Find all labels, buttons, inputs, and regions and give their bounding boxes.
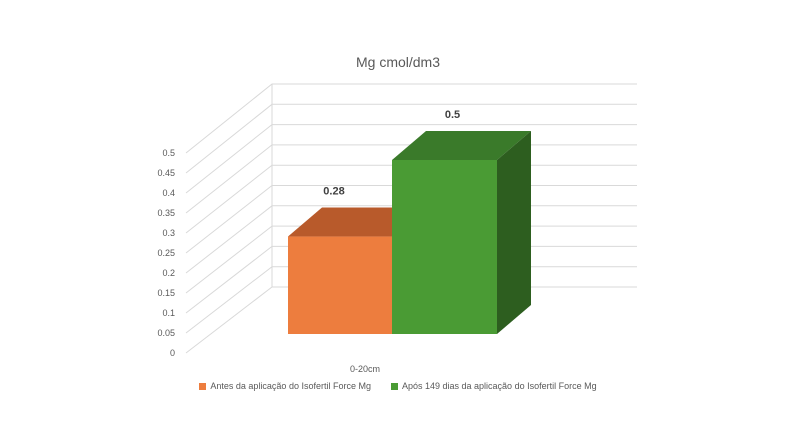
data-label: 0.5 bbox=[445, 109, 460, 121]
data-labels: 0.28 0.5 bbox=[323, 109, 460, 198]
data-label: 0.28 bbox=[323, 186, 344, 198]
legend-item-after: Após 149 dias da aplicação do Isofertil … bbox=[390, 381, 597, 391]
bars bbox=[288, 131, 531, 334]
y-tick-label: 0.1 bbox=[162, 308, 175, 318]
legend-label-after: Após 149 dias da aplicação do Isofertil … bbox=[401, 381, 597, 391]
y-tick-label: 0.25 bbox=[157, 248, 175, 258]
y-tick-label: 0.4 bbox=[162, 188, 175, 198]
y-tick-label: 0.15 bbox=[157, 288, 175, 298]
y-tick-label: 0.35 bbox=[157, 208, 175, 218]
legend: Antes da aplicação do Isofertil Force Mg… bbox=[0, 381, 796, 391]
y-tick-label: 0.45 bbox=[157, 168, 175, 178]
category-label: 0-20cm bbox=[350, 364, 380, 374]
bar-top-face bbox=[392, 131, 531, 160]
legend-label-before: Antes da aplicação do Isofertil Force Mg bbox=[210, 381, 371, 391]
y-tick-label: 0.3 bbox=[162, 228, 175, 238]
y-tick-label: 0.5 bbox=[162, 148, 175, 158]
bar-side-face bbox=[497, 131, 531, 334]
bar bbox=[392, 160, 497, 334]
y-tick-label: 0.2 bbox=[162, 268, 175, 278]
y-tick-label: 0 bbox=[170, 348, 175, 358]
chart-title: Mg cmol/dm3 bbox=[356, 54, 440, 70]
gridlines bbox=[185, 83, 637, 354]
legend-item-before: Antes da aplicação do Isofertil Force Mg bbox=[199, 381, 371, 391]
y-axis-ticks: 0 0.05 0.1 0.15 0.2 0.25 0.3 0.35 0.4 0.45 0.5 bbox=[157, 148, 175, 358]
legend-swatch-after bbox=[390, 382, 398, 390]
y-tick-label: 0.05 bbox=[157, 328, 175, 338]
bar bbox=[288, 236, 392, 334]
legend-swatch-before bbox=[199, 382, 207, 390]
bar-top-face bbox=[288, 207, 426, 237]
